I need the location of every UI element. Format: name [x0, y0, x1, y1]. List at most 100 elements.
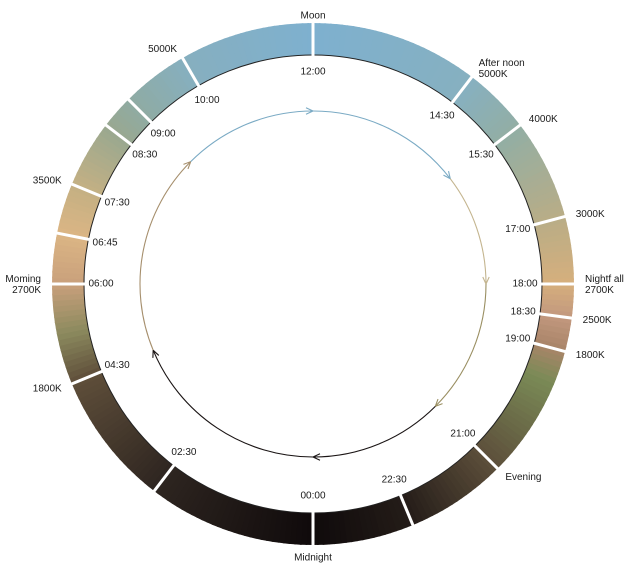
- cycle-arc-15-30-to-18-00: [449, 178, 487, 285]
- ring-sector: [313, 284, 505, 473]
- outer-label-line: After noon: [479, 58, 525, 69]
- ring-sector: [175, 53, 313, 285]
- ring-sector: [313, 284, 436, 523]
- ring-sector: [313, 136, 538, 284]
- ring-sector: [156, 65, 313, 284]
- outer-label-line: 2700K: [12, 285, 41, 296]
- ring-sector: [215, 284, 313, 534]
- ring-sector: [179, 284, 313, 517]
- ring-sector: [147, 72, 313, 285]
- ring-sector: [55, 284, 313, 353]
- ring-sector: [79, 284, 313, 417]
- ring-sector: [313, 33, 406, 285]
- ring-sector: [161, 62, 313, 284]
- cycle-arc-18-00-to-21-00: [434, 283, 487, 407]
- outer-label-1800k: 1800K: [576, 350, 605, 361]
- outer-label-line: 2500K: [583, 315, 612, 326]
- ring-sector: [301, 23, 313, 284]
- ring-sector: [288, 284, 313, 545]
- ring-sector: [284, 23, 313, 284]
- ring-sector: [170, 56, 313, 285]
- ring-sector: [53, 224, 314, 284]
- ring-sector: [282, 284, 313, 545]
- ring-sector: [313, 266, 574, 284]
- time-label-09-00: 09:00: [151, 129, 176, 140]
- outer-label-line: 3000K: [576, 209, 605, 220]
- ring-sector: [194, 284, 313, 525]
- ring-sector: [313, 156, 549, 284]
- ring-sector: [244, 26, 313, 284]
- ring-sector: [133, 83, 313, 285]
- ring-sector: [313, 284, 410, 534]
- divider-18-30: [538, 312, 574, 320]
- ring-sector: [66, 180, 313, 284]
- ring-sector: [313, 284, 564, 377]
- outer-label-3500k: 3500K: [33, 175, 62, 186]
- ring-sector: [164, 284, 313, 508]
- ring-sector: [138, 79, 313, 284]
- divider-15-30: [492, 122, 523, 147]
- ring-sector: [313, 284, 484, 492]
- time-label-17-00: 17:00: [505, 224, 530, 235]
- divider-04-30: [69, 369, 103, 387]
- ring-sector: [313, 284, 574, 309]
- cycle-arc-09-00-to-12-00: [190, 110, 314, 163]
- ring-sector: [313, 23, 361, 284]
- ring-sector: [313, 113, 521, 284]
- ring-sector: [313, 284, 415, 532]
- ring-sector: [313, 127, 532, 284]
- outer-label-2500k: 2500K: [583, 315, 612, 326]
- ring-sector: [199, 284, 313, 527]
- time-label-06-45: 06:45: [93, 237, 118, 248]
- ring-sector: [113, 103, 313, 284]
- ring-sector: [313, 284, 404, 536]
- ring-sector: [313, 284, 420, 530]
- outer-label-moon: Moon: [300, 11, 325, 22]
- ring-sector: [313, 284, 524, 452]
- ring-sector: [101, 284, 314, 450]
- time-label-10-00: 10:00: [194, 95, 219, 106]
- cycle-arc-12-00-to-15-30: [312, 110, 451, 180]
- ring-sector: [313, 104, 514, 284]
- ring-sector: [313, 284, 446, 518]
- ring-sector: [209, 284, 313, 531]
- ring-sector: [185, 48, 313, 284]
- ring-sector: [77, 284, 313, 412]
- ring-sector: [313, 284, 501, 477]
- ring-sector: [313, 284, 342, 545]
- ring-sector: [313, 284, 354, 545]
- ring-sector: [67, 284, 314, 391]
- ring-sector: [250, 24, 313, 284]
- divider-02-30: [151, 463, 176, 494]
- ring-sector: [184, 284, 313, 520]
- ring-sector: [98, 284, 314, 446]
- ring-sector: [53, 284, 313, 347]
- ring-sector: [313, 284, 399, 538]
- ring-sector: [222, 32, 313, 284]
- ring-sector: [255, 23, 313, 285]
- ring-sector: [313, 92, 502, 284]
- ring-sector: [106, 112, 313, 284]
- ring-sector: [68, 175, 313, 284]
- divider-22-30: [398, 494, 416, 528]
- ring-sector: [313, 284, 441, 520]
- ring-sector: [58, 284, 313, 364]
- ring-sector: [266, 23, 313, 284]
- ring-sector: [124, 284, 313, 476]
- ring-sector: [189, 284, 313, 522]
- ring-sector: [313, 23, 333, 284]
- ring-sector: [65, 284, 313, 386]
- ring-sector: [313, 284, 574, 327]
- outer-label-moming-2700k: Moming 2700K: [5, 274, 41, 296]
- ring-sector: [313, 278, 574, 286]
- ring-sector: [52, 284, 313, 336]
- ring-sector: [313, 284, 527, 447]
- ring-sector: [89, 135, 313, 284]
- ring-sector: [313, 60, 462, 284]
- ring-sector: [313, 284, 376, 544]
- ring-sector: [108, 284, 313, 459]
- outer-label-5000k: 5000K: [148, 44, 177, 55]
- ring-sector: [313, 284, 331, 545]
- ring-sector: [295, 23, 313, 284]
- ring-sector: [313, 141, 541, 284]
